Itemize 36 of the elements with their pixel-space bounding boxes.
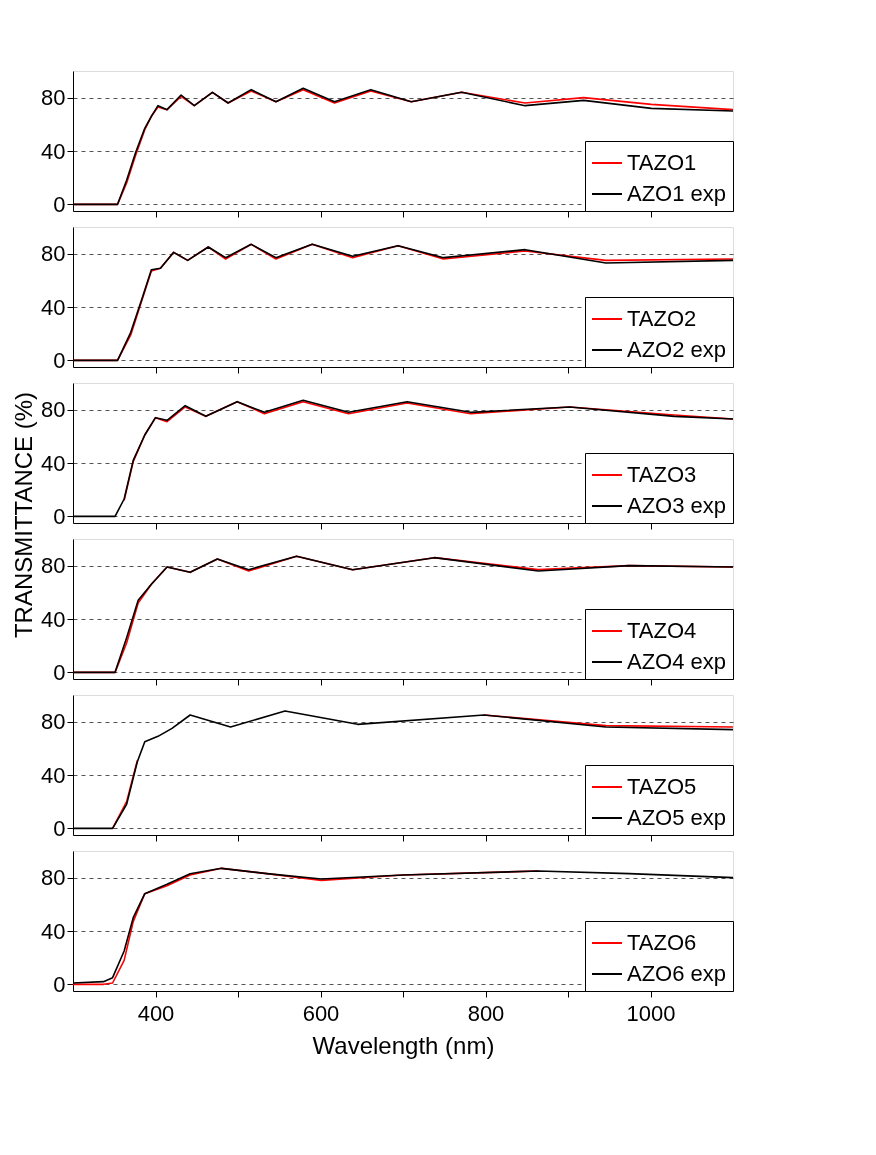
x-tick-label: 1000 — [626, 1000, 676, 1026]
y-tick-label: 0 — [53, 659, 66, 685]
legend-label: TAZO2 — [627, 306, 697, 331]
y-tick-label: 0 — [53, 815, 66, 841]
y-tick-label: 40 — [41, 450, 66, 476]
x-tick-label: 600 — [302, 1000, 340, 1026]
legend-label: TAZO5 — [627, 774, 697, 799]
x-tick-label: 400 — [137, 1000, 175, 1026]
y-axis-title: TRANSMITTANCE (%) — [10, 391, 37, 639]
legend-label: TAZO6 — [627, 930, 697, 955]
x-axis-title: Wavelength (nm) — [312, 1031, 495, 1059]
legend-label: TAZO4 — [627, 618, 697, 643]
y-tick-label: 80 — [41, 241, 66, 267]
y-tick-label: 0 — [53, 191, 66, 217]
legend-label: AZO4 exp — [627, 649, 727, 674]
y-tick-label: 80 — [41, 397, 66, 423]
y-tick-label: 0 — [53, 503, 66, 529]
y-tick-label: 40 — [41, 294, 66, 320]
y-tick-label: 40 — [41, 606, 66, 632]
legend-label: AZO1 exp — [627, 181, 727, 206]
y-tick-label: 40 — [41, 918, 66, 944]
x-tick-label: 800 — [467, 1000, 505, 1026]
y-tick-label: 80 — [41, 85, 66, 111]
legend-label: AZO3 exp — [627, 493, 727, 518]
legend-label: TAZO1 — [627, 150, 697, 175]
legend-label: TAZO3 — [627, 462, 697, 487]
y-tick-label: 40 — [41, 762, 66, 788]
y-tick-label: 0 — [53, 971, 66, 997]
y-tick-label: 80 — [41, 709, 66, 735]
legend-label: AZO5 exp — [627, 805, 727, 830]
legend-label: AZO2 exp — [627, 337, 727, 362]
y-tick-label: 80 — [41, 865, 66, 891]
y-tick-label: 80 — [41, 553, 66, 579]
legend-label: AZO6 exp — [627, 961, 727, 986]
y-tick-label: 40 — [41, 138, 66, 164]
y-tick-label: 0 — [53, 347, 66, 373]
